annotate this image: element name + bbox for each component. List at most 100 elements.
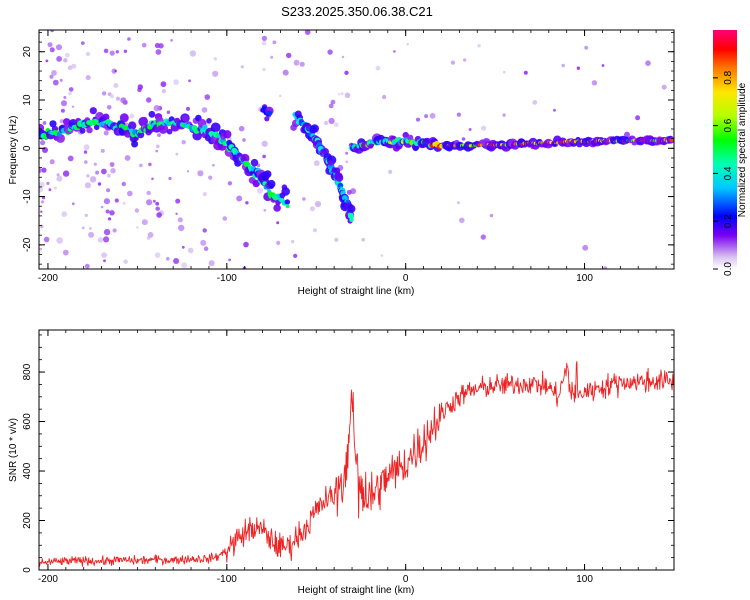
heatmap-noise-cell <box>388 169 393 174</box>
heatmap-noise-cell <box>489 213 494 218</box>
heatmap-noise-cell <box>109 210 115 216</box>
heatmap-noise-cell <box>84 213 88 217</box>
heatmap-cell <box>267 110 273 116</box>
heatmap-noise-cell <box>240 65 244 69</box>
snr-series-line <box>39 361 674 567</box>
heatmap-noise-cell <box>80 41 85 45</box>
x-tick-label: -200 <box>38 574 58 585</box>
x-tick-label: 0 <box>403 574 409 585</box>
heatmap-noise-cell <box>63 96 67 99</box>
colorbar: 0.0 0.2 0.4 0.6 0.8 Normalized spectral ampl… <box>713 30 748 276</box>
heatmap-noise-cell <box>136 226 139 229</box>
heatmap-noise-cell <box>158 43 164 49</box>
heatmap-noise-cell <box>175 212 178 215</box>
heatmap-noise-cell <box>222 216 228 221</box>
heatmap-cell <box>93 124 100 131</box>
heatmap-noise-cell <box>89 176 97 183</box>
heatmap-noise-cell <box>67 155 74 162</box>
heatmap-noise-cell <box>312 228 317 233</box>
heatmap-noise-cell <box>109 50 115 56</box>
heatmap-noise-cell <box>56 56 62 62</box>
heatmap-noise-cell <box>463 58 467 62</box>
heatmap-noise-cell <box>561 63 565 68</box>
y-tick-label: 20 <box>22 46 33 58</box>
figure-title: S233.2025.350.06.38.C21 <box>281 4 433 19</box>
heatmap-noise-cell <box>129 113 135 119</box>
heatmap-noise-cell <box>202 192 207 197</box>
heatmap-noise-cell <box>334 122 339 127</box>
colorbar-tick-label: 0.6 <box>723 118 734 132</box>
heatmap-noise-cell <box>123 259 128 264</box>
heatmap-noise-cell <box>337 93 341 96</box>
heatmap-noise-cell <box>456 112 461 117</box>
heatmap-cell <box>349 217 354 222</box>
heatmap-cell <box>412 145 419 152</box>
heatmap-cell <box>268 183 274 189</box>
heatmap-noise-cell <box>345 160 349 164</box>
heatmap-noise-cell <box>95 170 100 175</box>
heatmap-noise-cell <box>450 60 455 65</box>
heatmap-cell <box>402 131 409 139</box>
heatmap-noise-cell <box>468 128 472 131</box>
heatmap-noise-cell <box>261 35 267 42</box>
heatmap-noise-cell <box>262 67 266 72</box>
heatmap-cell <box>348 213 354 220</box>
heatmap-noise-cell <box>67 65 73 70</box>
heatmap-cell <box>86 126 93 134</box>
heatmap-noise-cell <box>141 42 147 48</box>
heatmap-noise-cell <box>56 173 60 177</box>
heatmap-noise-cell <box>122 201 126 205</box>
heatmap-cell <box>148 110 156 118</box>
heatmap-noise-cell <box>147 232 154 238</box>
heatmap-noise-cell <box>71 105 75 108</box>
heatmap-noise-cell <box>624 131 630 138</box>
heatmap-noise-cell <box>40 210 43 213</box>
heatmap-noise-cell <box>148 162 152 167</box>
heatmap-noise-cell <box>84 182 91 189</box>
heatmap-cell <box>284 199 291 205</box>
heatmap-cell <box>119 113 129 123</box>
heatmap-cell <box>368 143 374 149</box>
y-tick-label: 600 <box>22 413 33 430</box>
heatmap-noise-cell <box>151 177 154 181</box>
heatmap-noise-cell <box>89 227 92 230</box>
heatmap-noise-cell <box>146 190 151 196</box>
colorbar-tick-label: 0.8 <box>723 70 734 84</box>
heatmap-cell <box>328 160 334 166</box>
heatmap-noise-cell <box>103 236 110 243</box>
y-tick-label: 0 <box>22 145 33 151</box>
heatmap-noise-cell <box>262 154 266 159</box>
heatmap-noise-cell <box>157 133 161 138</box>
heatmap-noise-cell <box>53 186 57 190</box>
heatmap-noise-cell <box>39 186 44 193</box>
heatmap-noise-cell <box>56 44 62 51</box>
heatmap-noise-cell <box>286 52 292 59</box>
snr-x-axis-label: Height of straight line (km) <box>298 585 415 596</box>
heatmap-noise-cell <box>62 249 69 256</box>
heatmap-noise-cell <box>103 198 110 205</box>
heatmap-noise-cell <box>314 201 322 208</box>
heatmap-noise-cell <box>236 195 243 202</box>
heatmap-noise-cell <box>49 47 55 53</box>
heatmap-noise-cell <box>187 247 194 254</box>
heatmap-noise-cell <box>49 74 54 79</box>
heatmap-noise-cell <box>40 200 45 204</box>
heatmap-noise-cell <box>157 207 161 211</box>
heatmap-noise-cell <box>101 252 107 258</box>
heatmap-noise-cell <box>141 219 148 226</box>
heatmap-noise-cell <box>114 198 119 203</box>
heatmap-noise-cell <box>139 163 143 168</box>
heatmap-noise-cell <box>202 228 207 233</box>
heatmap-noise-cell <box>197 170 204 177</box>
heatmap-noise-cell <box>59 78 63 82</box>
heatmap-noise-cell <box>334 237 339 242</box>
heatmap-noise-cell <box>532 100 538 105</box>
heatmap-noise-cell <box>61 100 67 107</box>
heatmap-cell <box>133 136 139 141</box>
heatmap-noise-cell <box>64 52 70 58</box>
heatmap-noise-cell <box>227 181 233 186</box>
heatmap-noise-cell <box>416 117 420 122</box>
heatmap-noise-cell <box>112 228 117 233</box>
heatmap-frame <box>38 29 675 270</box>
